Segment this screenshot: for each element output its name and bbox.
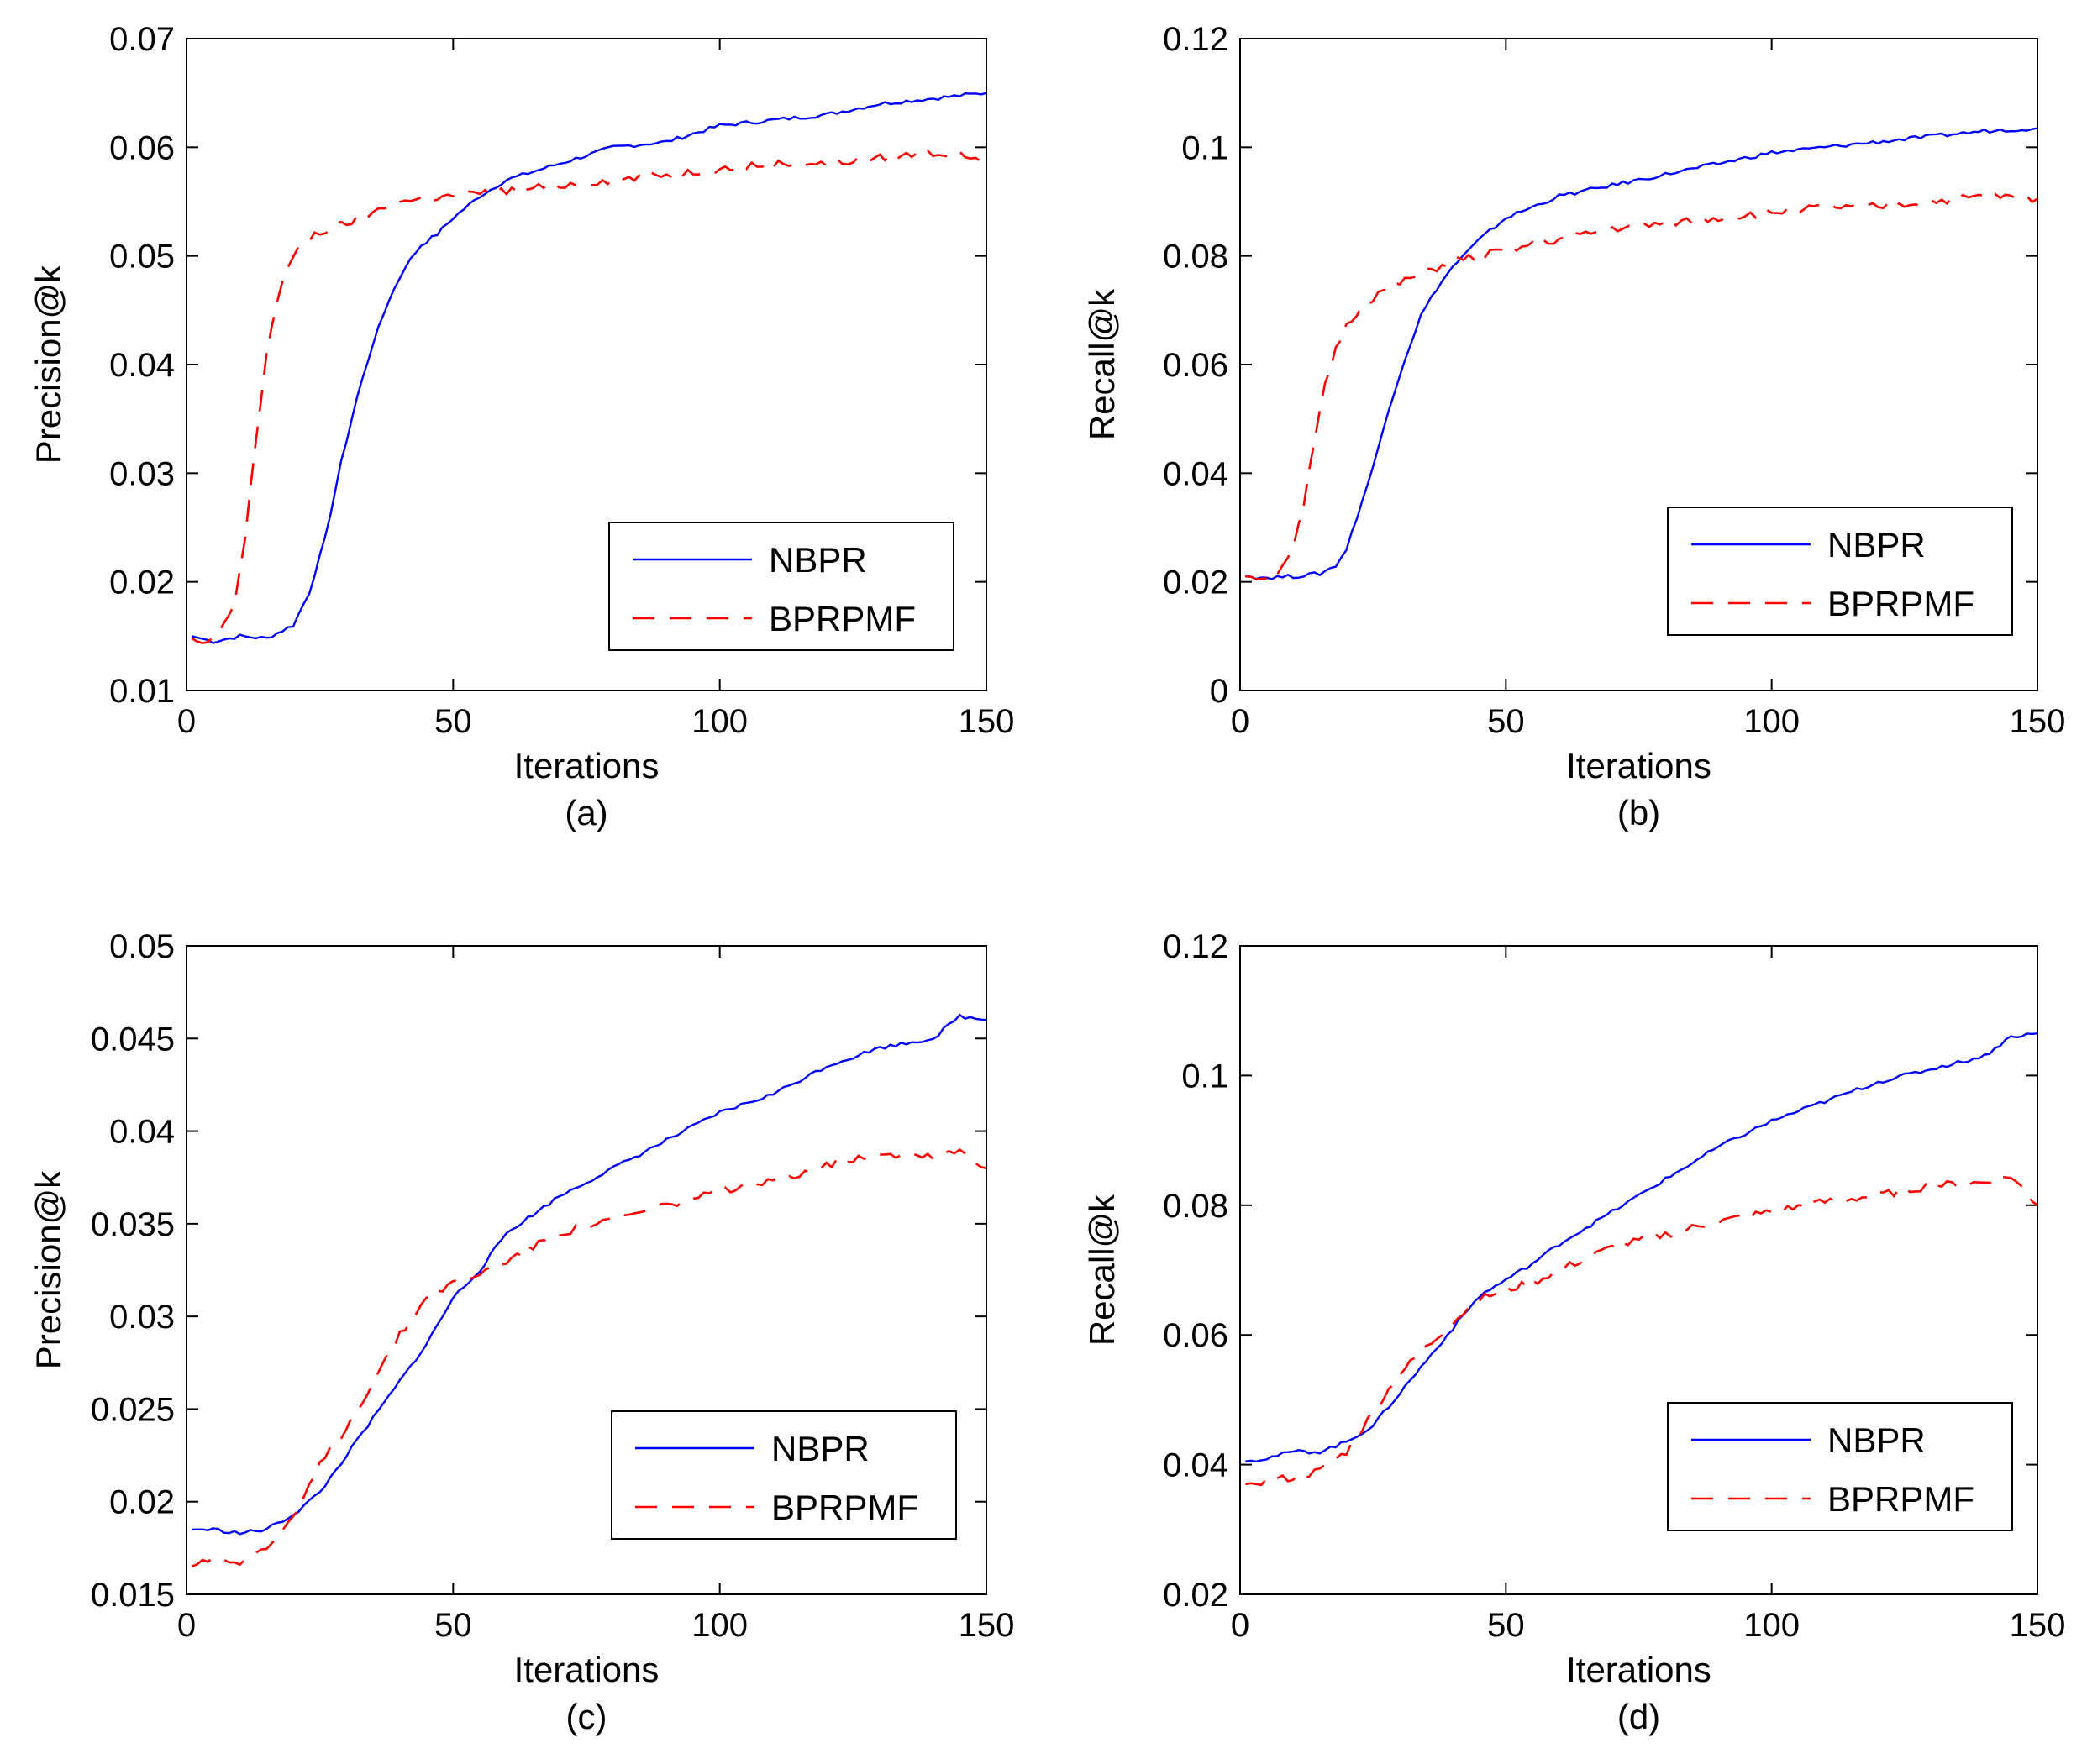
y-tick-label: 0.04: [1163, 1447, 1228, 1484]
y-tick-label: 0.06: [1163, 347, 1228, 384]
y-tick-label: 0.04: [109, 1114, 175, 1151]
x-tick-label: 100: [691, 1607, 748, 1644]
y-tick-label: 0.02: [1163, 1577, 1228, 1614]
legend-label-bprpmf: BPRPMF: [771, 1488, 918, 1527]
y-tick-label: 0.08: [1163, 239, 1228, 276]
chart-panel-1: 0 50 100 150 0 0.02 0.04 0.06 0.08 0.1 0.12 Iterati…: [1082, 21, 2065, 832]
x-tick-label: 50: [434, 1607, 472, 1644]
y-tick-label: 0.06: [109, 129, 175, 166]
y-axis-label: Precision@k: [29, 265, 68, 464]
series-line-bprpmf: [1245, 1175, 2037, 1487]
panel-caption: (b): [1617, 793, 1660, 832]
series-line-nbpr: [192, 1013, 986, 1536]
legend: NBPR BPRPMF: [611, 1410, 957, 1540]
y-axis-label: Recall@k: [1082, 288, 1122, 440]
y-tick-label: 0.02: [1163, 564, 1228, 601]
y-tick-label: 0.035: [91, 1206, 175, 1243]
x-axis-label: Iterations: [514, 746, 660, 785]
y-axis-label: Recall@k: [1082, 1194, 1122, 1346]
y-tick-label: 0.025: [91, 1391, 175, 1428]
legend-label-bprpmf: BPRPMF: [1827, 1479, 1974, 1519]
y-tick-label: 0.03: [109, 455, 175, 492]
legend: NBPR BPRPMF: [608, 522, 954, 651]
y-tick-label: 0.04: [109, 347, 175, 384]
x-tick-label: 50: [1487, 703, 1525, 740]
x-tick-label: 150: [959, 1607, 1015, 1644]
legend-label-bprpmf: BPRPMF: [769, 599, 916, 638]
y-tick-label: 0.03: [109, 1299, 175, 1336]
legend-label-nbpr: NBPR: [1827, 525, 1926, 564]
x-axis-label: Iterations: [1566, 1650, 1711, 1689]
series-line-nbpr: [1245, 127, 2037, 580]
y-tick-label: 0: [1210, 673, 1228, 710]
y-tick-label: 0.12: [1163, 928, 1228, 965]
x-tick-label: 0: [177, 703, 196, 740]
panel-caption: (a): [565, 793, 607, 832]
legend: NBPR BPRPMF: [1667, 1402, 2013, 1531]
y-tick-label: 0.01: [109, 673, 175, 710]
x-tick-label: 100: [1743, 703, 1800, 740]
x-axis-label: Iterations: [514, 1650, 660, 1689]
series-line-bprpmf: [1245, 192, 2037, 580]
x-tick-label: 50: [434, 703, 472, 740]
legend: NBPR BPRPMF: [1667, 507, 2013, 636]
x-tick-label: 50: [1487, 1607, 1525, 1644]
x-tick-label: 0: [1231, 1607, 1249, 1644]
y-tick-label: 0.015: [91, 1577, 175, 1614]
x-tick-label: 150: [2010, 1607, 2066, 1644]
x-tick-label: 100: [1743, 1607, 1800, 1644]
y-tick-label: 0.05: [109, 928, 175, 965]
chart-panel-3: 0 50 100 150 0.02 0.04 0.06 0.08 0.1 0.12 Iteratio…: [1082, 928, 2065, 1736]
legend-box: [611, 1410, 957, 1540]
x-axis-label: Iterations: [1566, 746, 1711, 785]
chart-panel-2: 0 50 100 150 0.015 0.02 0.025 0.03 0.035 0.04 0.04…: [29, 928, 1014, 1736]
y-axis-label: Precision@k: [29, 1170, 68, 1369]
y-tick-label: 0.12: [1163, 21, 1228, 58]
legend-label-nbpr: NBPR: [771, 1429, 870, 1468]
x-tick-label: 0: [177, 1607, 196, 1644]
y-tick-label: 0.07: [109, 21, 175, 58]
y-tick-label: 0.1: [1181, 1058, 1228, 1095]
y-tick-label: 0.045: [91, 1021, 175, 1058]
y-tick-label: 0.1: [1181, 129, 1228, 166]
y-tick-label: 0.05: [109, 239, 175, 276]
series-line-bprpmf: [191, 1148, 986, 1568]
x-tick-label: 150: [2010, 703, 2066, 740]
panel-caption: (d): [1617, 1697, 1660, 1736]
legend-box: [1667, 507, 2013, 636]
x-tick-label: 0: [1231, 703, 1249, 740]
series-line-nbpr: [191, 92, 986, 644]
legend-label-bprpmf: BPRPMF: [1827, 584, 1974, 623]
y-tick-label: 0.08: [1163, 1188, 1228, 1225]
y-tick-label: 0.02: [109, 1484, 175, 1521]
panel-caption: (c): [566, 1697, 607, 1736]
series-line-bprpmf: [191, 149, 986, 644]
y-tick-label: 0.06: [1163, 1317, 1228, 1354]
y-tick-label: 0.02: [109, 564, 175, 601]
chart-panel-0: 0 50 100 150 0.01 0.02 0.03 0.04 0.05 0.06 0.07 Ite…: [29, 21, 1014, 832]
x-tick-label: 100: [691, 703, 748, 740]
series-line-nbpr: [1245, 1032, 2037, 1463]
y-tick-label: 0.04: [1163, 455, 1228, 492]
legend-box: [1667, 1402, 2013, 1531]
legend-box: [608, 522, 954, 651]
legend-label-nbpr: NBPR: [1827, 1420, 1926, 1460]
x-tick-label: 150: [959, 703, 1015, 740]
legend-label-nbpr: NBPR: [769, 540, 867, 580]
